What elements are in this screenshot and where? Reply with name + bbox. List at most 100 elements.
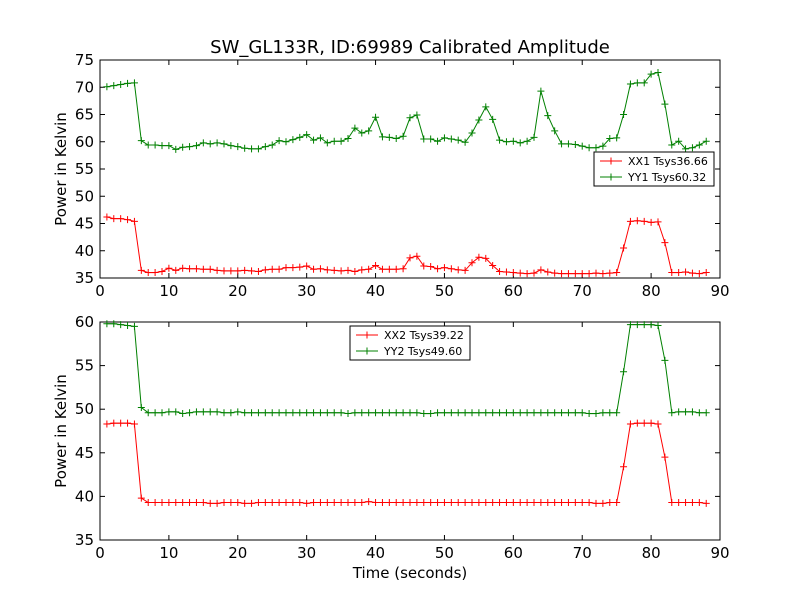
- data-point: [502, 409, 510, 417]
- data-point: [385, 409, 393, 417]
- data-point: [303, 262, 311, 270]
- data-point: [626, 217, 634, 225]
- y-tick-label: 40: [75, 242, 94, 260]
- data-point: [537, 409, 545, 417]
- data-point: [606, 134, 614, 142]
- data-point: [447, 499, 455, 507]
- data-point: [496, 136, 504, 144]
- data-point: [323, 409, 331, 417]
- legend-label: YY2 Tsys49.60: [383, 345, 462, 358]
- data-point: [254, 267, 262, 275]
- data-point: [675, 269, 683, 277]
- chart-panel-1: 0 10 20 30 40 50 60 70 80 90 35 40 45 50 55 60 65 70 75 Pow…: [52, 51, 730, 300]
- data-point: [427, 499, 435, 507]
- data-point: [254, 145, 262, 153]
- data-point: [158, 267, 166, 275]
- data-point: [620, 463, 628, 471]
- data-point: [165, 264, 173, 272]
- data-point: [179, 264, 187, 272]
- data-point: [330, 137, 338, 145]
- data-point: [172, 499, 180, 507]
- data-point: [310, 499, 318, 507]
- data-point: [688, 499, 696, 507]
- data-point: [124, 419, 132, 427]
- data-point: [213, 499, 221, 507]
- series-2: [103, 320, 710, 418]
- data-point: [585, 144, 593, 152]
- data-point: [399, 499, 407, 507]
- data-point: [661, 100, 669, 108]
- data-point: [564, 270, 572, 278]
- data-point: [688, 269, 696, 277]
- data-point: [530, 133, 538, 141]
- data-point: [482, 499, 490, 507]
- series-1: [103, 419, 710, 507]
- data-point: [606, 269, 614, 277]
- data-point: [365, 409, 373, 417]
- x-tick-label: 60: [504, 282, 523, 300]
- data-point: [151, 269, 159, 277]
- data-point: [599, 499, 607, 507]
- x-axis-label: Time (seconds): [352, 564, 468, 582]
- data-point: [654, 69, 662, 77]
- data-point: [620, 244, 628, 252]
- data-point: [192, 499, 200, 507]
- data-point: [551, 499, 559, 507]
- data-point: [613, 409, 621, 417]
- data-point: [661, 453, 669, 461]
- data-point: [578, 409, 586, 417]
- data-point: [647, 419, 655, 427]
- data-point: [220, 409, 228, 417]
- data-point: [234, 499, 242, 507]
- data-point: [220, 267, 228, 275]
- series-1: [103, 213, 710, 278]
- data-point: [103, 320, 111, 328]
- data-point: [502, 499, 510, 507]
- data-point: [144, 141, 152, 149]
- data-point: [613, 499, 621, 507]
- y-axis-label: Power in Kelvin: [52, 112, 70, 226]
- data-point: [220, 499, 228, 507]
- data-point: [241, 409, 249, 417]
- y-tick-label: 45: [75, 215, 94, 233]
- x-tick-label: 20: [228, 544, 247, 562]
- legend-label: XX2 Tsys39.22: [384, 329, 464, 342]
- data-point: [344, 134, 352, 142]
- data-point: [461, 138, 469, 146]
- data-point: [682, 268, 690, 276]
- data-point: [682, 499, 690, 507]
- data-point: [585, 410, 593, 418]
- data-point: [675, 137, 683, 145]
- data-point: [372, 409, 380, 417]
- x-tick-label: 40: [366, 282, 385, 300]
- data-point: [668, 141, 676, 149]
- data-point: [537, 87, 545, 95]
- legend-label: YY1 Tsys60.32: [627, 171, 706, 184]
- data-point: [675, 499, 683, 507]
- data-point: [558, 499, 566, 507]
- data-point: [482, 254, 490, 262]
- data-point: [289, 264, 297, 272]
- data-point: [620, 368, 628, 376]
- data-point: [103, 213, 111, 221]
- data-point: [303, 499, 311, 507]
- data-point: [179, 410, 187, 418]
- series-2: [103, 69, 710, 153]
- data-point: [172, 266, 180, 274]
- data-point: [372, 113, 380, 121]
- data-point: [316, 265, 324, 273]
- data-point: [282, 499, 290, 507]
- data-point: [523, 270, 531, 278]
- x-tick-label: 70: [573, 282, 592, 300]
- data-point: [613, 269, 621, 277]
- data-point: [406, 409, 414, 417]
- data-point: [365, 265, 373, 273]
- data-point: [323, 266, 331, 274]
- data-point: [117, 321, 125, 329]
- data-point: [296, 263, 304, 271]
- data-point: [303, 131, 311, 139]
- y-tick-label: 60: [75, 133, 94, 151]
- plots: 0 10 20 30 40 50 60 70 80 90 35 40 45 50 55 60 65 70 75 Pow…: [52, 51, 730, 562]
- data-point: [213, 408, 221, 416]
- data-point: [378, 133, 386, 141]
